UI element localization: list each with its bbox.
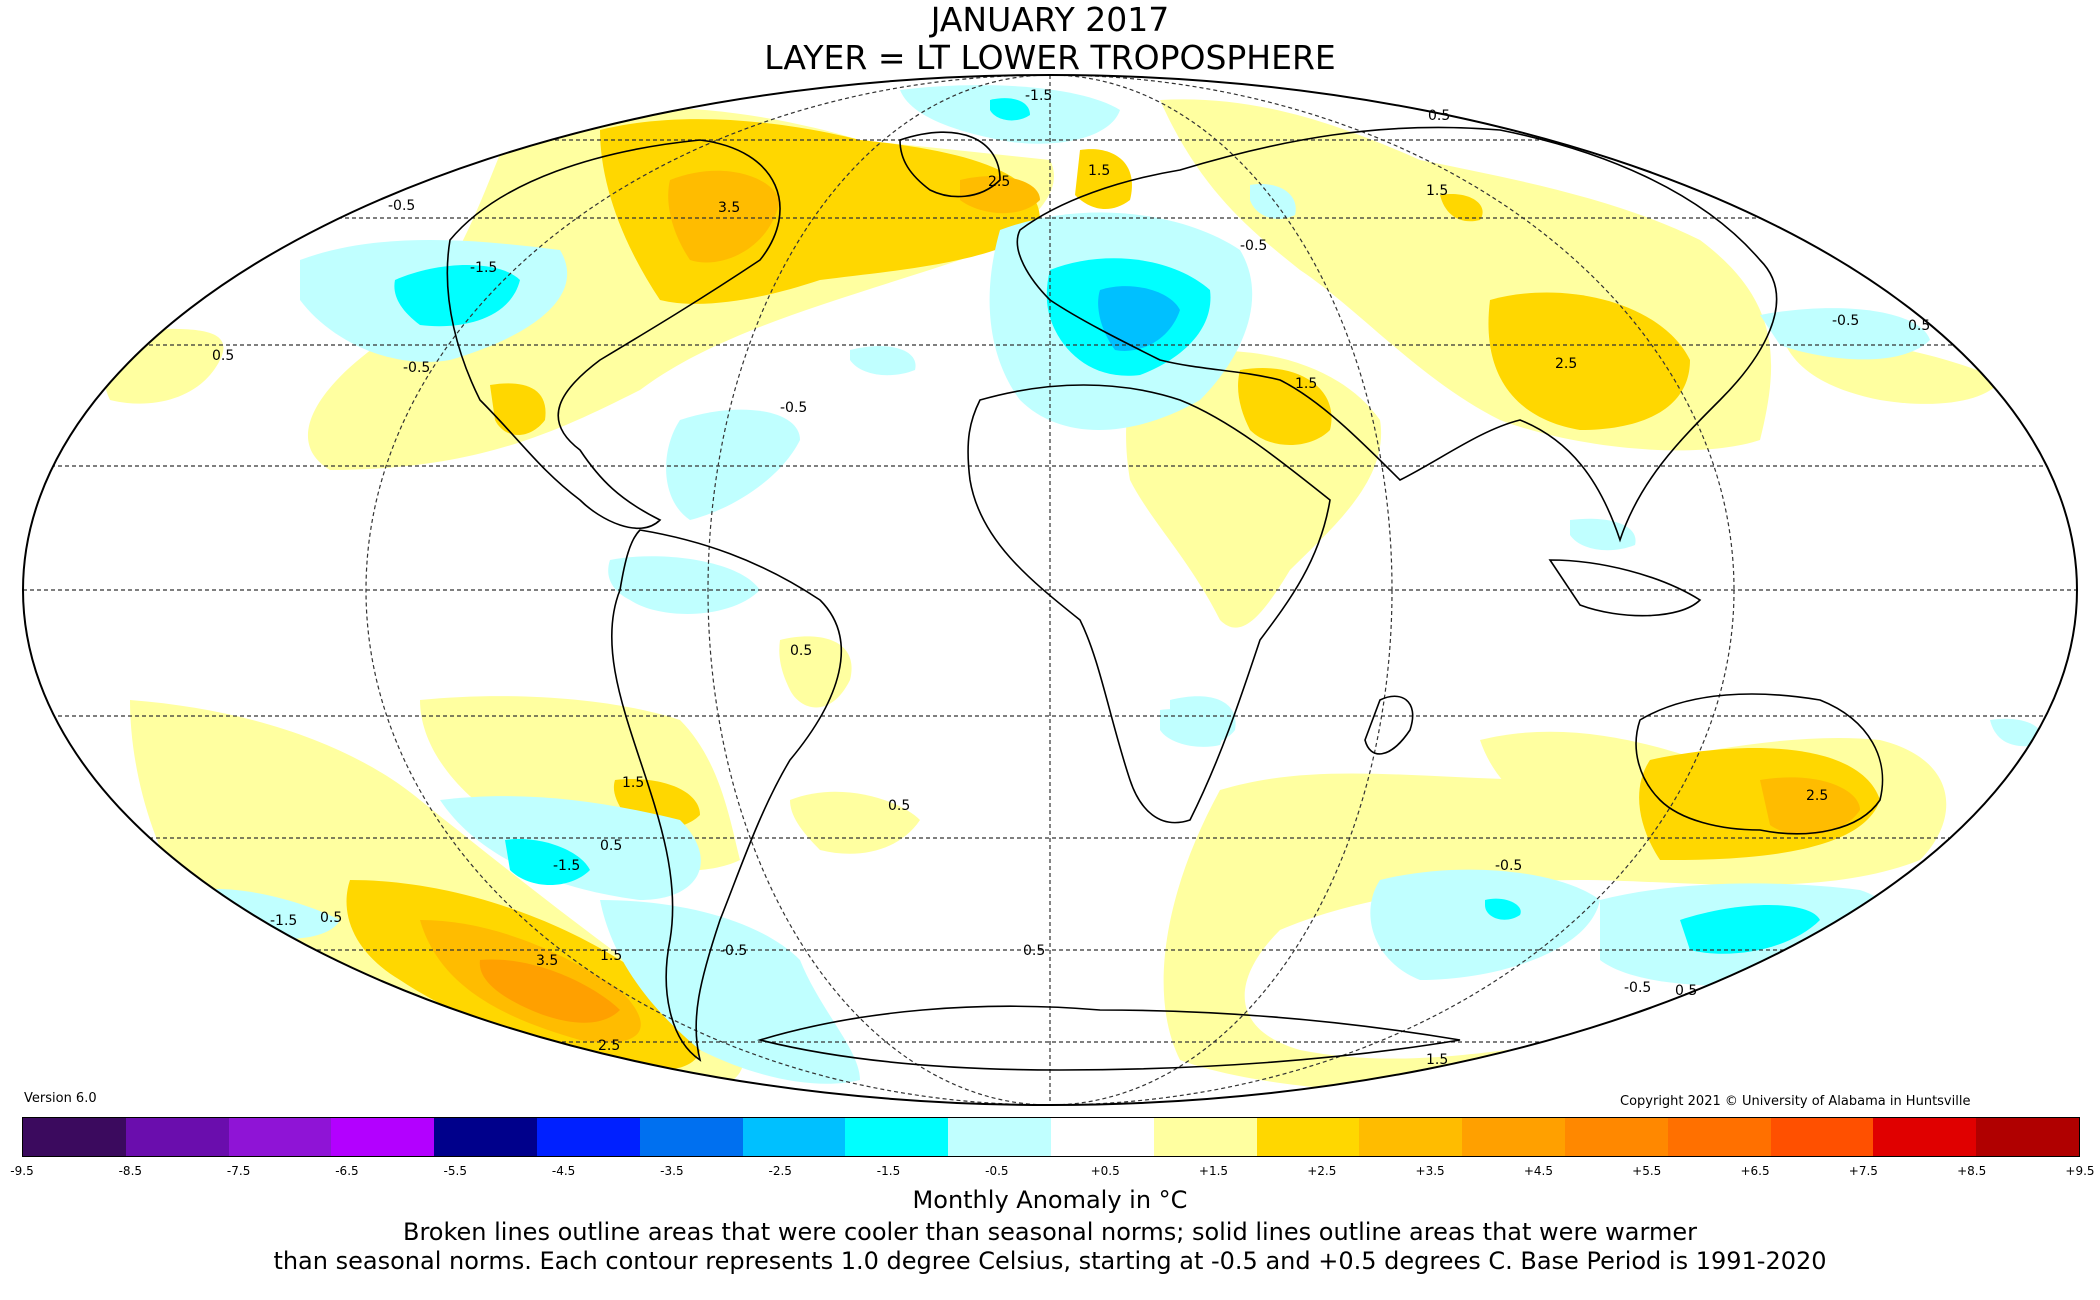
caption-line-2: than seasonal norms. Each contour repres… [273, 1247, 1827, 1275]
colorbar-tick-label: +9.5 [2065, 1164, 2095, 1178]
version-label: Version 6.0 [24, 1091, 97, 1106]
contour-label: 3.5 [718, 200, 740, 216]
colorbar-swatch [434, 1118, 537, 1156]
colorbar-tick-label: +7.5 [1848, 1164, 1878, 1178]
colorbar-tick-label: +0.5 [1090, 1164, 1120, 1178]
contour-label: -0.5 [1624, 980, 1651, 996]
colorbar-swatch [948, 1118, 1051, 1156]
contour-label: -1.5 [470, 260, 497, 276]
colorbar-swatch [1564, 1118, 1668, 1156]
contour-label: -1.5 [270, 913, 297, 929]
colorbar-swatch [536, 1118, 640, 1156]
colorbar-swatch [1359, 1118, 1463, 1156]
contour-label: -0.5 [1832, 313, 1859, 329]
colorbar-swatch [331, 1118, 435, 1156]
colorbar-swatch [228, 1118, 332, 1156]
colorbar-unit-label: Monthly Anomaly in °C [912, 1186, 1188, 1214]
contour-label: -1.5 [1025, 88, 1052, 104]
colorbar-tick-label: -2.5 [768, 1164, 792, 1178]
colorbar-tick-label: +4.5 [1523, 1164, 1553, 1178]
colorbar-tick-label: +1.5 [1198, 1164, 1229, 1178]
contour-label: 1.5 [1426, 1052, 1448, 1068]
coastlines [446, 126, 1884, 1071]
contour-label: 0.5 [600, 838, 622, 854]
contour-label: 3.5 [536, 953, 558, 969]
contour-label: 0.5 [1023, 943, 1045, 959]
map-title: JANUARY 2017 [930, 0, 1170, 39]
contour-label: 2.5 [988, 174, 1010, 190]
cool-anomaly-2.5 [1098, 286, 1180, 351]
colorbar-swatch [1462, 1118, 1565, 1156]
contour-label: -1.5 [553, 858, 580, 874]
contour-label: -0.5 [403, 360, 430, 376]
colorbar-swatch [1050, 1118, 1154, 1156]
colorbar-tick-label: -3.5 [660, 1164, 684, 1178]
colorbar-swatch [23, 1118, 126, 1156]
caption-line-1: Broken lines outline areas that were coo… [403, 1218, 1697, 1246]
colorbar-tick-label: +5.5 [1632, 1164, 1662, 1178]
contour-label: 0.5 [212, 348, 234, 364]
colorbar-swatch [639, 1118, 743, 1156]
contour-label: 2.5 [1555, 356, 1577, 372]
contour-label: 2.5 [1806, 788, 1828, 804]
colorbar-swatch [742, 1118, 846, 1156]
colorbar-tick-label: -7.5 [226, 1164, 251, 1178]
world-anomaly-map: 3.5 2.5 2.5 2.5 3.5 2.5 1.5 1.5 1.5 1.5 … [22, 74, 2078, 1106]
contour-label: -0.5 [780, 400, 807, 416]
contour-label: 0.5 [1675, 983, 1697, 999]
contour-label: 0.5 [1428, 108, 1450, 124]
contour-label: 1.5 [600, 948, 622, 964]
anomaly-colorbar [22, 1117, 2080, 1157]
contour-label: 1.5 [1295, 376, 1317, 392]
colorbar-tick-label: -0.5 [985, 1164, 1009, 1178]
contour-label: -0.5 [720, 943, 747, 959]
colorbar-tick-label: -5.5 [443, 1164, 467, 1178]
contour-label: -0.5 [1495, 858, 1522, 874]
contour-label: 0.5 [320, 910, 342, 926]
colorbar-tick-label: -6.5 [335, 1164, 359, 1178]
colorbar-tick-label: -8.5 [118, 1164, 143, 1178]
colorbar-tick-label: +8.5 [1957, 1164, 1987, 1178]
contour-label: 1.5 [1426, 183, 1448, 199]
contour-label: 0.5 [790, 643, 812, 659]
warm-anomaly-3.5 [479, 959, 620, 1023]
colorbar-swatch [1667, 1118, 1771, 1156]
colorbar-swatch [1976, 1118, 2079, 1156]
colorbar-tick-label: +6.5 [1740, 1164, 1770, 1178]
contour-label: 1.5 [1088, 163, 1110, 179]
colorbar-swatch [125, 1118, 229, 1156]
contour-label-group: 3.5 2.5 2.5 2.5 3.5 2.5 1.5 1.5 1.5 1.5 … [212, 88, 1930, 1068]
colorbar-swatch [1770, 1118, 1874, 1156]
colorbar-swatch [1256, 1118, 1360, 1156]
contour-label: 0.5 [1908, 318, 1930, 334]
colorbar-tick-label: -4.5 [551, 1164, 576, 1178]
colorbar-ticks: -9.5 -8.5 -7.5 -6.5 -5.5 -4.5 -3.5 -2.5 -1.5 -0.5… [10, 1164, 2094, 1180]
colorbar-swatch [845, 1118, 949, 1156]
colorbar-swatch [1873, 1118, 1977, 1156]
contour-label: 1.5 [622, 775, 644, 791]
contour-label: -0.5 [388, 198, 415, 214]
colorbar-tick-label: -9.5 [10, 1164, 34, 1178]
map-subtitle: LAYER = LT LOWER TROPOSPHERE [764, 38, 1336, 77]
copyright-notice: Copyright 2021 © University of Alabama i… [1620, 1094, 1971, 1109]
contour-label: 0.5 [888, 798, 910, 814]
colorbar-tick-label: +3.5 [1415, 1164, 1445, 1178]
colorbar-swatch [1153, 1118, 1257, 1156]
globe-outline [22, 74, 2078, 1106]
contour-label: -0.5 [1240, 238, 1267, 254]
contour-label: 2.5 [598, 1038, 620, 1054]
colorbar-tick-label: +2.5 [1307, 1164, 1337, 1178]
colorbar-tick-label: -1.5 [876, 1164, 901, 1178]
